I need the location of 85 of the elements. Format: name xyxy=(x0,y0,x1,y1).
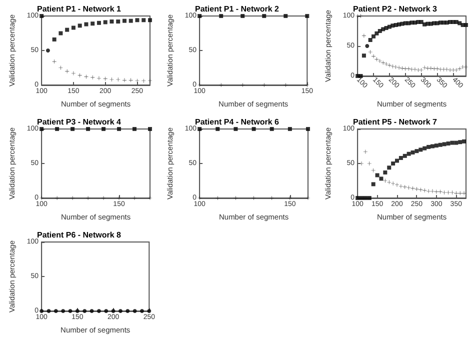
chart-title: Patient P5 - Network 7 xyxy=(352,118,438,126)
point xyxy=(402,154,407,158)
point xyxy=(58,31,63,36)
chart-title: Patient P2 - Network 3 xyxy=(352,4,438,14)
point xyxy=(122,18,126,23)
point xyxy=(406,186,411,190)
point xyxy=(400,66,404,70)
point xyxy=(454,140,458,145)
point xyxy=(383,170,388,174)
point xyxy=(368,38,372,42)
point xyxy=(400,22,404,26)
point xyxy=(422,146,427,150)
point xyxy=(103,20,108,24)
point xyxy=(128,18,133,23)
point xyxy=(391,162,396,166)
point xyxy=(442,67,446,72)
point xyxy=(90,22,95,26)
point xyxy=(458,66,462,71)
point xyxy=(103,76,108,81)
point xyxy=(390,64,395,68)
point xyxy=(142,78,146,83)
point xyxy=(96,20,101,25)
point xyxy=(372,34,376,38)
point xyxy=(362,54,366,58)
point xyxy=(84,74,88,79)
point xyxy=(110,20,114,24)
point xyxy=(71,26,76,30)
point xyxy=(438,142,442,147)
point xyxy=(58,66,63,70)
point xyxy=(142,18,146,22)
point xyxy=(363,196,368,200)
point xyxy=(78,24,82,28)
point xyxy=(148,18,152,22)
point xyxy=(442,142,446,146)
point xyxy=(381,27,386,32)
point xyxy=(435,66,440,71)
point xyxy=(387,180,392,184)
point xyxy=(78,73,82,78)
point xyxy=(383,178,388,183)
point xyxy=(128,78,133,82)
point xyxy=(418,188,423,192)
point xyxy=(371,168,376,172)
point xyxy=(135,18,140,22)
point xyxy=(116,20,120,24)
point xyxy=(374,31,379,36)
chart-title: Patient P3 - Network 4 xyxy=(36,118,122,126)
point xyxy=(410,150,415,154)
point xyxy=(398,156,403,160)
point xyxy=(365,44,370,48)
chart-title: Patient P1 - Network 1 xyxy=(36,4,122,14)
point xyxy=(360,196,364,200)
chart-title: Patient P6 - Network 8 xyxy=(36,230,122,240)
point xyxy=(444,67,449,72)
point xyxy=(419,20,424,24)
point xyxy=(406,66,411,71)
point xyxy=(410,186,415,190)
point xyxy=(426,144,431,149)
point xyxy=(395,158,400,163)
point xyxy=(52,37,56,42)
point xyxy=(371,182,376,186)
point xyxy=(438,190,442,194)
point xyxy=(414,149,419,154)
point xyxy=(418,148,423,152)
point xyxy=(367,196,372,200)
point xyxy=(84,22,88,26)
chart-title: Patient P4 - Network 6 xyxy=(194,118,280,126)
point xyxy=(464,23,468,27)
point xyxy=(450,140,454,145)
point xyxy=(46,48,50,52)
point xyxy=(135,78,140,83)
point xyxy=(65,69,70,74)
point xyxy=(410,67,414,72)
point xyxy=(379,176,384,181)
chart-title: Patient P1 - Network 2 xyxy=(194,4,280,14)
point xyxy=(375,173,380,178)
point xyxy=(65,28,70,32)
point xyxy=(434,144,438,148)
point xyxy=(430,144,434,148)
point xyxy=(374,57,379,62)
point xyxy=(462,139,466,144)
point xyxy=(458,140,462,144)
point xyxy=(458,21,462,26)
point xyxy=(387,166,392,170)
point xyxy=(406,152,411,156)
point xyxy=(454,191,458,196)
